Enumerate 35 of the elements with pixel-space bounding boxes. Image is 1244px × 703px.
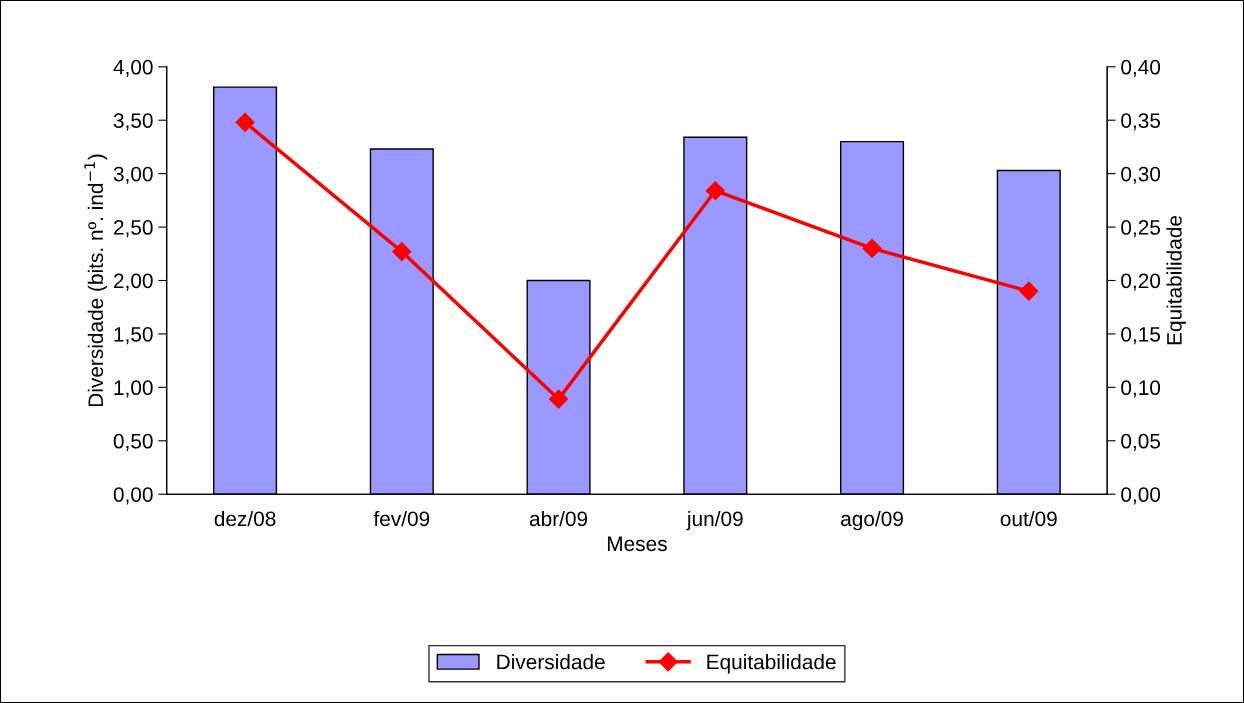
x-tick-label: abr/09 xyxy=(529,510,588,527)
y2-tick-label: 0,20 xyxy=(1121,273,1161,291)
y-tick-label: 0,00 xyxy=(113,487,153,505)
y-tick-label: 2,50 xyxy=(114,220,153,238)
point xyxy=(705,181,725,201)
y-tick-label: 4,00 xyxy=(113,59,153,77)
x-tick-label: dez/08 xyxy=(214,510,276,527)
y2-tick-label: 0,05 xyxy=(1121,433,1161,451)
legend-label: Equitabilidade xyxy=(707,654,836,674)
point xyxy=(235,112,255,132)
y-tick-label: 3,50 xyxy=(113,113,153,131)
x-axis-title: Meses xyxy=(607,536,667,552)
y2-tick-label: 0,35 xyxy=(1121,113,1161,131)
legend-label: Diversidade xyxy=(497,654,605,670)
point xyxy=(392,242,412,262)
y2-tick-label: 0,15 xyxy=(1121,326,1161,345)
y2-tick-label: 0,25 xyxy=(1121,220,1161,238)
y2-tick-label: 0,00 xyxy=(1121,487,1161,505)
y2-tick-label: 0,30 xyxy=(1121,166,1161,184)
x-tick-label: fev/09 xyxy=(373,510,430,527)
x-tick-label: ago/09 xyxy=(841,510,903,531)
point xyxy=(549,389,569,409)
y2-tick-label: 0,40 xyxy=(1121,59,1161,77)
y-tick-label: 1,00 xyxy=(114,380,153,398)
y2-tick-label: 0,10 xyxy=(1121,380,1161,398)
x-tick-label: out/09 xyxy=(1000,510,1057,527)
y2-axis-title: Equitabilidade xyxy=(1166,215,1186,345)
y-tick-label: 0,50 xyxy=(113,433,153,451)
point xyxy=(1019,281,1039,301)
x-tick-label: jun/09 xyxy=(686,510,743,531)
y-axis-title: Diversidade (bits. nº. ind$^{−1}$) xyxy=(84,154,108,407)
y-tick-label: 1,50 xyxy=(114,326,153,345)
y-tick-label: 3,00 xyxy=(113,166,153,184)
point xyxy=(862,238,882,258)
y-tick-label: 2,00 xyxy=(114,273,153,291)
